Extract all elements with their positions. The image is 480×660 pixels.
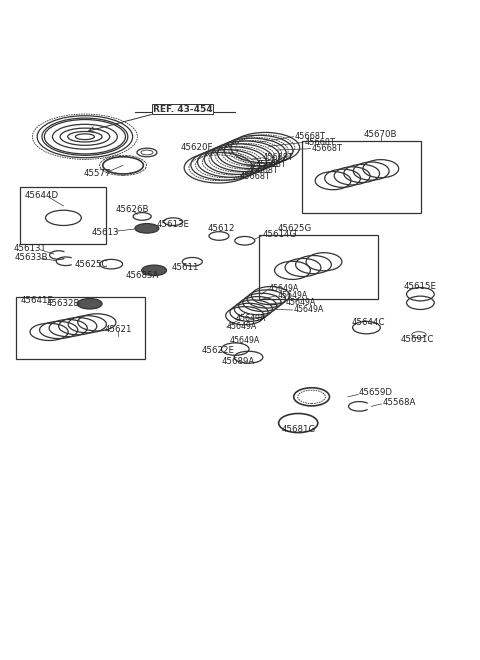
Text: 45668T: 45668T	[240, 172, 271, 181]
Text: 45621: 45621	[105, 325, 132, 335]
Text: 45641E: 45641E	[21, 296, 53, 305]
Text: 45625G: 45625G	[278, 224, 312, 234]
Text: 45649A: 45649A	[227, 321, 257, 331]
Text: 45626B: 45626B	[116, 205, 149, 214]
Text: 45668T: 45668T	[255, 160, 286, 169]
Text: 45649A: 45649A	[293, 306, 324, 314]
Text: 45668T: 45668T	[295, 132, 326, 141]
Text: 45568A: 45568A	[382, 398, 416, 407]
Text: 45615E: 45615E	[404, 282, 437, 290]
Text: 45622E: 45622E	[202, 346, 235, 354]
Text: 45612: 45612	[207, 224, 235, 234]
Text: 45670B: 45670B	[364, 130, 397, 139]
Text: 45649A: 45649A	[277, 291, 308, 300]
Text: 45633B: 45633B	[14, 253, 48, 262]
Text: 45632B: 45632B	[47, 299, 80, 308]
Text: 45620F: 45620F	[181, 143, 213, 152]
Text: 45649A: 45649A	[269, 284, 299, 294]
Text: 45685A: 45685A	[125, 271, 159, 280]
Text: 45649A: 45649A	[286, 298, 316, 307]
Text: 45668T: 45668T	[263, 153, 294, 162]
Text: REF. 43-454: REF. 43-454	[153, 104, 213, 114]
Text: 45611: 45611	[171, 263, 199, 273]
Text: 45613T: 45613T	[13, 244, 47, 253]
Text: 45689A: 45689A	[221, 356, 255, 366]
Ellipse shape	[77, 298, 102, 309]
Text: 45644D: 45644D	[25, 191, 59, 200]
Text: 45625C: 45625C	[74, 259, 108, 269]
Ellipse shape	[135, 224, 159, 233]
Text: 45613: 45613	[92, 228, 119, 237]
Text: 45681G: 45681G	[281, 425, 315, 434]
Text: 45668T: 45668T	[312, 144, 343, 153]
Text: 45613E: 45613E	[156, 220, 190, 228]
Text: 45577: 45577	[83, 169, 110, 178]
Text: 45649A: 45649A	[235, 314, 265, 323]
Text: 45649A: 45649A	[229, 336, 260, 345]
Text: 45659D: 45659D	[359, 389, 392, 397]
Ellipse shape	[142, 265, 167, 276]
Text: 45691C: 45691C	[401, 335, 434, 344]
Text: 45668T: 45668T	[248, 166, 278, 175]
Text: 45668T: 45668T	[304, 138, 336, 147]
Text: 45644C: 45644C	[351, 318, 384, 327]
Text: 45614G: 45614G	[263, 230, 297, 239]
